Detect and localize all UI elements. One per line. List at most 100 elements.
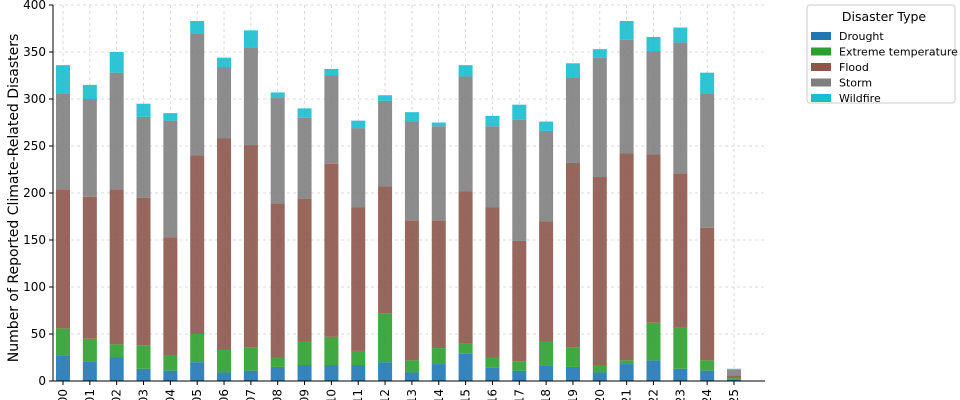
y-ticks: 0 50 100 150 200 250 300 350 400 xyxy=(23,0,53,388)
bars-layer xyxy=(56,20,741,381)
bar-segment-wildfire-09 xyxy=(297,108,312,118)
x-tick-label: 16 xyxy=(485,389,499,400)
bar-segment-flood-16 xyxy=(485,207,500,358)
x-tick-label: 21 xyxy=(620,389,634,400)
legend-swatch-wildfire xyxy=(811,94,831,102)
bar-segment-extreme-temperature-15 xyxy=(458,343,473,354)
bar-segment-drought-23 xyxy=(673,368,688,381)
bar-segment-drought-25 xyxy=(727,379,741,381)
bar-segment-flood-01 xyxy=(82,196,97,339)
y-tick-label: 100 xyxy=(23,280,46,294)
bar-segment-drought-13 xyxy=(404,372,419,381)
legend-box xyxy=(806,4,956,104)
bar-segment-wildfire-01 xyxy=(82,84,97,99)
bar-segment-extreme-temperature-07 xyxy=(243,347,258,371)
bar-segment-wildfire-21 xyxy=(619,20,634,40)
bar-segment-wildfire-02 xyxy=(109,52,124,73)
bar-segment-storm-15 xyxy=(458,76,473,192)
bar-segment-drought-22 xyxy=(646,360,661,381)
x-tick-label: 10 xyxy=(324,389,338,400)
bar-segment-drought-12 xyxy=(378,362,393,381)
y-tick-label: 300 xyxy=(23,92,46,106)
bar-segment-drought-14 xyxy=(431,364,446,381)
bar-segment-drought-18 xyxy=(539,365,554,381)
bar-segment-flood-24 xyxy=(700,227,715,361)
bar-segment-drought-05 xyxy=(190,362,205,381)
bar-segment-drought-02 xyxy=(109,357,124,381)
bar-segment-extreme-temperature-08 xyxy=(270,357,285,367)
bar-segment-drought-01 xyxy=(82,361,97,381)
x-tick-label: 00 xyxy=(56,389,70,400)
bar-segment-extreme-temperature-01 xyxy=(82,338,97,362)
bar-segment-extreme-temperature-19 xyxy=(565,347,580,367)
bar-segment-wildfire-19 xyxy=(565,63,580,78)
legend: Disaster Type Drought Extreme temperature… xyxy=(806,4,958,105)
x-tick-label: 19 xyxy=(566,389,580,400)
bar-segment-wildfire-04 xyxy=(163,113,178,121)
bar-segment-storm-21 xyxy=(619,39,634,154)
bar-segment-drought-21 xyxy=(619,364,634,381)
bar-segment-drought-06 xyxy=(217,372,232,381)
bar-segment-extreme-temperature-06 xyxy=(217,349,232,373)
legend-label-flood: Flood xyxy=(839,61,869,74)
x-tick-label: 17 xyxy=(512,389,526,400)
bar-segment-wildfire-13 xyxy=(404,112,419,122)
bar-segment-storm-07 xyxy=(243,47,258,146)
bar-segment-flood-11 xyxy=(351,207,366,351)
bar-segment-flood-12 xyxy=(378,186,393,314)
bar-segment-extreme-temperature-13 xyxy=(404,360,419,373)
x-ticks: 00 01 02 03 04 05 06 07 08 09 10 11 12 13 14 15 16 17 18 19… xyxy=(56,381,741,400)
bar-segment-drought-00 xyxy=(56,355,70,381)
x-tick-label: 07 xyxy=(244,389,258,400)
bar-segment-extreme-temperature-23 xyxy=(673,327,688,369)
bar-segment-wildfire-06 xyxy=(217,57,232,68)
bar-segment-extreme-temperature-02 xyxy=(109,344,124,358)
bar-segment-flood-21 xyxy=(619,153,634,361)
bar-segment-extreme-temperature-09 xyxy=(297,341,312,366)
x-tick-label: 06 xyxy=(217,389,231,400)
bar-segment-storm-18 xyxy=(539,130,554,222)
bar-segment-drought-10 xyxy=(324,365,339,381)
bar-segment-extreme-temperature-17 xyxy=(512,361,527,371)
bar-segment-storm-24 xyxy=(700,93,715,228)
bar-segment-flood-18 xyxy=(539,221,554,342)
x-tick-label: 09 xyxy=(298,389,312,400)
x-tick-label: 15 xyxy=(459,389,473,400)
bar-segment-storm-09 xyxy=(297,117,312,199)
bar-segment-storm-00 xyxy=(56,93,70,190)
y-tick-label: 200 xyxy=(23,186,46,200)
bar-segment-wildfire-15 xyxy=(458,65,473,77)
bar-segment-storm-19 xyxy=(565,77,580,163)
bar-segment-storm-25 xyxy=(727,369,741,376)
bar-segment-flood-15 xyxy=(458,191,473,344)
bar-segment-extreme-temperature-16 xyxy=(485,357,500,368)
bar-segment-storm-04 xyxy=(163,120,178,238)
x-tick-label: 08 xyxy=(271,389,285,400)
bar-segment-extreme-temperature-04 xyxy=(163,355,178,371)
bar-segment-storm-23 xyxy=(673,42,688,174)
bar-segment-flood-23 xyxy=(673,173,688,328)
bar-segment-drought-04 xyxy=(163,370,178,381)
bar-segment-flood-17 xyxy=(512,240,527,362)
bar-segment-wildfire-05 xyxy=(190,20,205,34)
legend-swatch-storm xyxy=(811,78,831,87)
bar-segment-wildfire-07 xyxy=(243,30,258,48)
x-tick-label: 05 xyxy=(190,389,204,400)
bar-segment-flood-07 xyxy=(243,145,258,348)
bar-segment-extreme-temperature-05 xyxy=(190,334,205,363)
bar-segment-flood-10 xyxy=(324,163,339,337)
legend-label-storm: Storm xyxy=(839,77,872,90)
bar-segment-wildfire-08 xyxy=(270,92,285,99)
bar-segment-drought-24 xyxy=(700,370,715,381)
bar-segment-extreme-temperature-21 xyxy=(619,360,634,365)
bar-segment-wildfire-17 xyxy=(512,104,527,120)
bar-segment-wildfire-23 xyxy=(673,27,688,43)
x-tick-label: 18 xyxy=(539,389,553,400)
y-tick-label: 150 xyxy=(23,233,46,247)
legend-label-extreme-temperature: Extreme temperature xyxy=(839,46,958,59)
bar-segment-wildfire-14 xyxy=(431,122,446,127)
x-tick-label: 23 xyxy=(673,389,687,400)
bar-segment-storm-06 xyxy=(217,67,232,139)
bar-segment-drought-20 xyxy=(592,372,607,381)
